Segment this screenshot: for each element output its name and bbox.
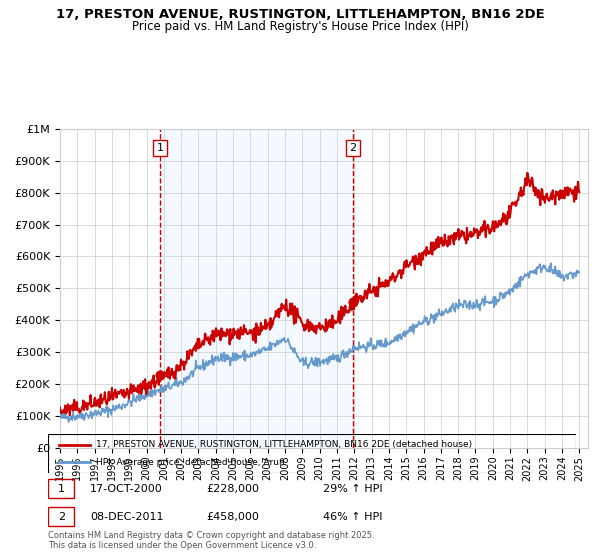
Text: 17, PRESTON AVENUE, RUSTINGTON, LITTLEHAMPTON, BN16 2DE: 17, PRESTON AVENUE, RUSTINGTON, LITTLEHA…: [56, 8, 544, 21]
Text: £458,000: £458,000: [206, 512, 259, 521]
Bar: [160, 129, 353, 448]
Point: [155, 371, 165, 380]
Point: [348, 297, 358, 306]
Bar: [48, 479, 74, 498]
Text: Price paid vs. HM Land Registry's House Price Index (HPI): Price paid vs. HM Land Registry's House …: [131, 20, 469, 32]
Text: Contains HM Land Registry data © Crown copyright and database right 2025.
This d: Contains HM Land Registry data © Crown c…: [48, 530, 374, 550]
Text: 1: 1: [58, 484, 65, 493]
Text: 17-OCT-2000: 17-OCT-2000: [90, 484, 163, 493]
Text: 46% ↑ HPI: 46% ↑ HPI: [323, 512, 382, 521]
Text: HPI: Average price, detached house, Arun: HPI: Average price, detached house, Arun: [95, 458, 284, 466]
Text: 08-DEC-2011: 08-DEC-2011: [90, 512, 164, 521]
Text: £228,000: £228,000: [206, 484, 259, 493]
Text: 2: 2: [350, 143, 356, 153]
Text: 29% ↑ HPI: 29% ↑ HPI: [323, 484, 382, 493]
Text: 1: 1: [157, 143, 164, 153]
Bar: [48, 507, 74, 526]
Text: 2: 2: [58, 512, 65, 521]
Text: 17, PRESTON AVENUE, RUSTINGTON, LITTLEHAMPTON, BN16 2DE (detached house): 17, PRESTON AVENUE, RUSTINGTON, LITTLEHA…: [95, 441, 472, 450]
